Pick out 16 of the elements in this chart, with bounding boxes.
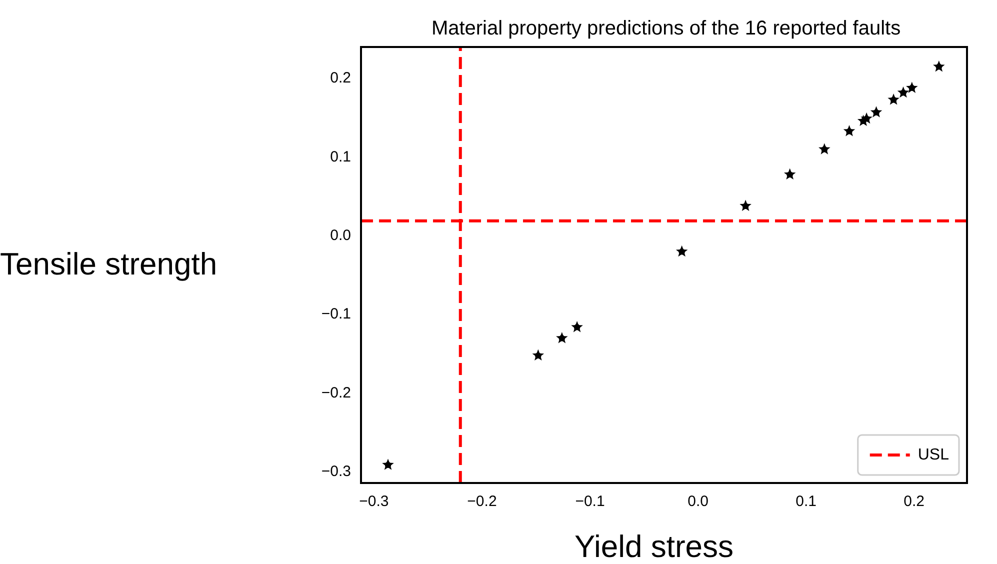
x-tick-label: 0.0 (688, 493, 708, 510)
y-tick-label: −0.3 (321, 463, 351, 480)
y-axis-title: Tensile strength (0, 246, 218, 282)
y-tick-label: −0.1 (321, 306, 351, 323)
y-tick-label: 0.0 (330, 227, 351, 244)
x-tick-label: 0.1 (796, 493, 816, 510)
legend-label: USL (918, 446, 950, 464)
y-tick-label: −0.2 (321, 384, 351, 402)
x-tick-label: −0.1 (575, 493, 605, 510)
x-tick-label: −0.2 (467, 493, 497, 510)
y-tick-label: 0.1 (330, 148, 351, 166)
chart-title: Material property predictions of the 16 reported faults (431, 18, 901, 40)
x-axis-title: Yield stress (574, 529, 734, 564)
y-tick-label: 0.2 (330, 70, 351, 87)
x-tick-label: 0.2 (904, 493, 924, 510)
x-tick-label: −0.3 (359, 493, 389, 510)
